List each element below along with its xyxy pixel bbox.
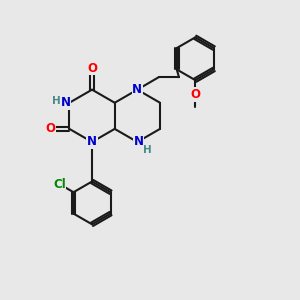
Text: O: O: [45, 122, 55, 135]
Text: N: N: [134, 136, 144, 148]
Text: O: O: [87, 62, 97, 75]
Text: N: N: [132, 83, 142, 96]
Text: H: H: [143, 145, 152, 155]
Text: Cl: Cl: [53, 178, 66, 190]
Text: O: O: [190, 88, 200, 101]
Text: H: H: [52, 96, 60, 106]
Text: N: N: [87, 136, 97, 148]
Text: N: N: [61, 96, 70, 109]
